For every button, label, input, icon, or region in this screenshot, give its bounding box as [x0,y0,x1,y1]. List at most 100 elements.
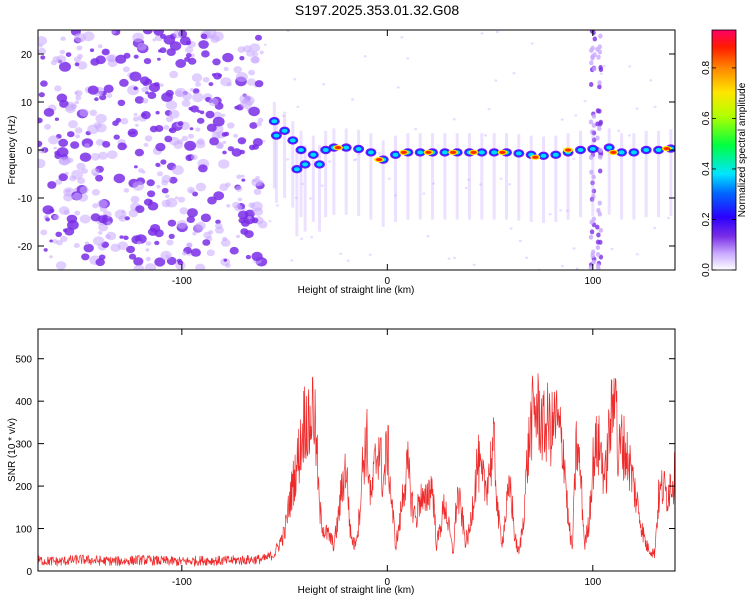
noise-blob [87,85,99,95]
noise-blob [213,191,225,201]
noise-blob [222,52,234,63]
noise-blob [188,57,197,65]
noise-blob [106,231,117,241]
snr-plot-area [38,329,675,571]
noise-blob [233,133,239,138]
noise-blob [259,50,264,55]
faint-dot [296,105,300,109]
noise-blob [199,110,205,115]
noise-blob [133,264,145,270]
noise-blob [132,32,144,43]
faint-dot [357,153,361,156]
signal-point [343,145,350,150]
noise-blob [59,49,66,55]
streak-blob [598,154,603,160]
noise-blob [165,89,174,97]
noise-blob [147,91,157,99]
noise-blob [95,139,104,146]
signal-smear [324,130,328,218]
noise-blob [59,61,71,72]
noise-blob [56,55,67,64]
noise-blob [248,69,256,76]
noise-blob [245,254,251,260]
signal-smear [492,133,496,220]
noise-blob [168,128,173,132]
noise-blob [186,208,198,218]
noise-blob [155,142,166,152]
noise-blob [63,209,70,216]
noise-blob [129,71,142,82]
noise-blob [145,241,152,246]
streak-blob [597,84,602,90]
noise-blob [117,241,128,250]
signal-smear [318,145,321,232]
faint-dot [530,42,534,45]
colorbar: 0.0 0.2 0.4 0.6 0.8 Normalized spectral ampl… [701,29,748,277]
noise-blob [257,117,264,123]
signal-peak [334,146,342,150]
streak-blob [598,147,603,153]
noise-blob [79,214,91,224]
snr-series-line [38,373,675,568]
faint-dot [560,118,564,121]
faint-dot [452,118,456,121]
streak-blob [596,54,601,60]
faint-dot [649,79,653,82]
noise-blob [98,223,108,232]
noise-blob [165,197,178,208]
signal-peak [400,150,407,154]
noise-blob [133,86,138,91]
faint-dot [447,257,451,260]
noise-blob [205,110,215,119]
noise-blob [227,146,235,152]
noise-blob [145,256,151,262]
signal-point [367,150,374,155]
signal-smear [455,133,459,220]
signal-smear [591,129,595,217]
streak-blob [591,130,597,136]
noise-blob [117,142,127,151]
noise-blob [73,243,80,248]
signal-smear [542,136,545,223]
noise-blob [154,257,166,267]
signal-smear [381,140,385,227]
noise-blob [142,98,149,104]
signal-point [515,151,522,156]
noise-blob [74,127,83,134]
noise-blob [75,134,81,139]
snr-y-tick-label: 500 [15,355,32,366]
faint-dot [396,86,400,89]
noise-blob [235,72,248,82]
faint-dot [617,129,621,133]
noise-blob [186,216,195,223]
noise-blob [122,66,130,73]
signal-smear [357,129,361,217]
noise-scatter [38,30,671,270]
noise-blob [251,217,259,224]
signal-peak [425,150,432,154]
noise-blob [147,201,159,211]
streak-blob [591,259,596,265]
faint-dot [262,139,266,143]
noise-blob [40,229,48,236]
noise-blob [208,82,214,87]
faint-dot [282,114,286,118]
noise-blob [249,122,258,129]
noise-blob [134,165,138,169]
noise-blob [195,263,206,270]
noise-blob [161,180,169,186]
noise-blob [236,174,242,180]
snr-y-tick-label: 200 [15,482,32,493]
streak-blob [595,245,601,251]
signal-point [298,148,304,152]
noise-blob [250,55,260,64]
noise-blob [93,122,102,129]
faint-dot [653,105,657,109]
spectrogram-y-tick-label: -10 [18,194,33,205]
noise-blob [53,146,57,150]
noise-blob [81,253,90,261]
noise-blob [65,52,72,57]
signal-point [491,150,498,155]
faint-dot [635,107,639,110]
noise-blob [158,49,162,53]
